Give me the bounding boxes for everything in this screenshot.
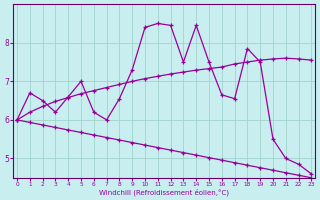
X-axis label: Windchill (Refroidissement éolien,°C): Windchill (Refroidissement éolien,°C)	[99, 188, 229, 196]
